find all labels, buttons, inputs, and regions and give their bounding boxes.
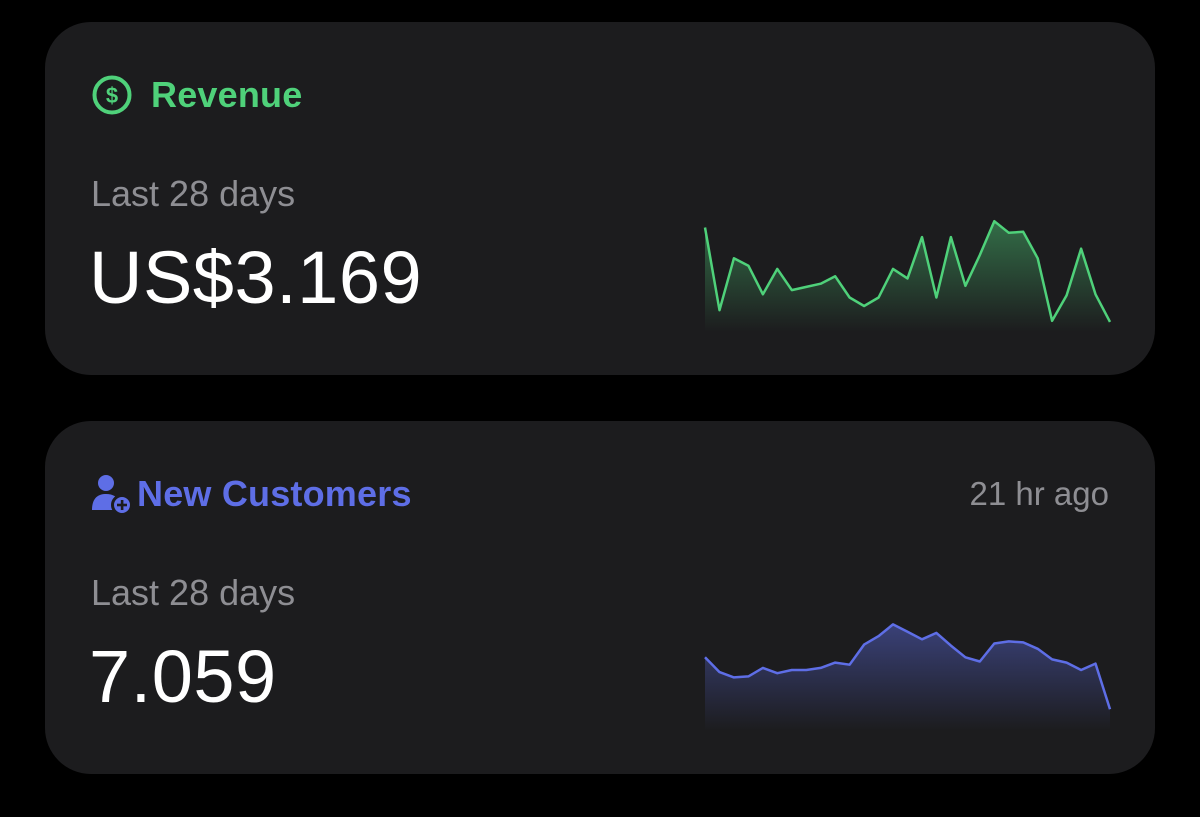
customers-sparkline <box>704 623 1112 731</box>
svg-text:$: $ <box>106 83 118 108</box>
customers-sparkline-line <box>704 623 1112 710</box>
revenue-value: US$3.169 <box>89 236 423 319</box>
revenue-sparkline <box>703 219 1112 332</box>
revenue-period: Last 28 days <box>91 173 296 214</box>
customers-sparkline-area <box>705 624 1110 731</box>
revenue-sparkline-area <box>705 221 1110 332</box>
last-updated-timestamp: 21 hr ago <box>969 475 1109 512</box>
customers-header: New Customers <box>91 473 412 515</box>
dollar-circle-icon: $ <box>91 74 133 116</box>
revenue-sparkline-line <box>703 219 1112 323</box>
customers-value: 7.059 <box>89 635 277 718</box>
customers-title: New Customers <box>137 473 412 514</box>
customers-period: Last 28 days <box>91 572 296 613</box>
revenue-header: $ Revenue <box>91 74 302 116</box>
person-add-icon <box>91 473 133 515</box>
revenue-widget[interactable]: $ Revenue Last 28 days US$3.169 <box>45 22 1155 375</box>
new-customers-widget[interactable]: New Customers 21 hr ago Last 28 days 7.0… <box>45 421 1155 774</box>
revenue-title: Revenue <box>151 74 303 115</box>
